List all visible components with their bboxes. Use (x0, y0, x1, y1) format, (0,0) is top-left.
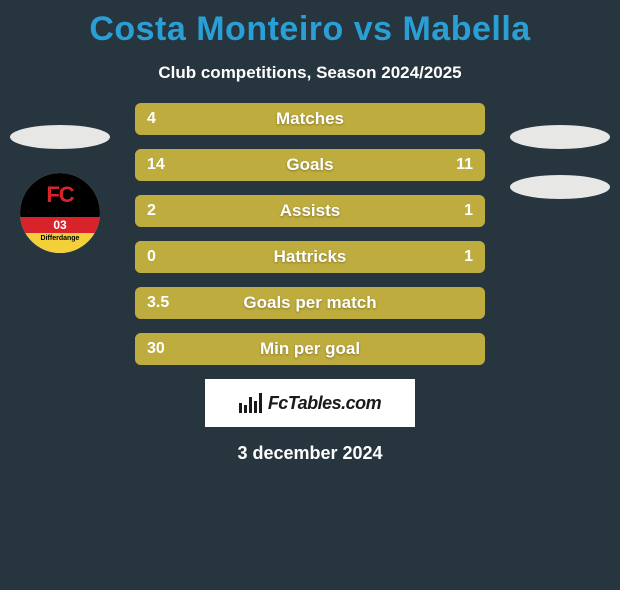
comparison-panel: FC 03 Differdange Matches4Goals1411Assis… (0, 103, 620, 464)
stat-bar-label: Goals (135, 149, 485, 181)
stat-bar-value-left: 2 (135, 195, 168, 227)
player-photo-placeholder-right-1 (510, 125, 610, 149)
stat-bar-value-right: 1 (452, 195, 485, 227)
fctables-badge: FcTables.com (205, 379, 415, 427)
player-photo-placeholder-right-2 (510, 175, 610, 199)
stat-bar-label: Assists (135, 195, 485, 227)
stat-bar-value-left: 14 (135, 149, 177, 181)
stat-bar-label: Goals per match (135, 287, 485, 319)
bar-chart-icon-bar (259, 393, 262, 413)
stat-bar: Assists2 1 (135, 195, 485, 227)
date-text: 3 december 2024 (10, 443, 610, 464)
stat-bar-value-left: 4 (135, 103, 168, 135)
stat-bar: Goals14 11 (135, 149, 485, 181)
stat-bar-value-left: 30 (135, 333, 177, 365)
club-logo-town: Differdange (41, 235, 80, 242)
stat-bar: Matches4 (135, 103, 485, 135)
stat-bar-value-left: 3.5 (135, 287, 181, 319)
bar-chart-icon-bar (254, 401, 257, 413)
club-logo-number: 03 (53, 218, 66, 232)
stat-bar-value-right: 11 (444, 149, 485, 181)
stat-bar-label: Hattricks (135, 241, 485, 273)
bar-chart-icon (239, 393, 262, 413)
stat-bar: Hattricks0 1 (135, 241, 485, 273)
stat-bar-value-right: 1 (452, 241, 485, 273)
page-subtitle: Club competitions, Season 2024/2025 (0, 63, 620, 83)
player-photo-placeholder-left (10, 125, 110, 149)
club-logo: FC 03 Differdange (20, 173, 100, 253)
page-title: Costa Monteiro vs Mabella (0, 10, 620, 49)
club-logo-initials: FC (46, 182, 73, 208)
bar-chart-icon-bar (239, 403, 242, 413)
stat-bar: Min per goal30 (135, 333, 485, 365)
bar-chart-icon-bar (244, 405, 247, 413)
stat-bars: Matches4Goals1411Assists21Hattricks01Goa… (135, 103, 485, 365)
stat-bar: Goals per match3.5 (135, 287, 485, 319)
stat-bar-value-left: 0 (135, 241, 168, 273)
stat-bar-label: Matches (135, 103, 485, 135)
fctables-text: FcTables.com (268, 393, 381, 414)
stat-bar-label: Min per goal (135, 333, 485, 365)
bar-chart-icon-bar (249, 397, 252, 413)
